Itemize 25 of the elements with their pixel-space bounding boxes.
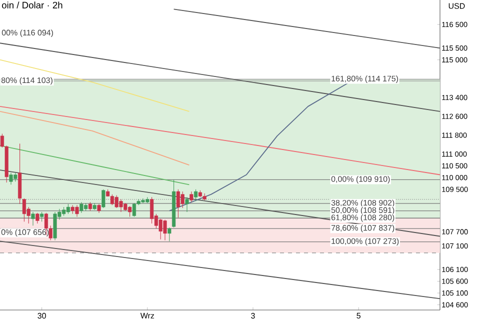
- candlestick: [194, 189, 198, 202]
- annotation: 80% (114 103): [1, 77, 52, 85]
- annotation: 161,80% (114 175): [332, 76, 398, 83]
- x-tick-label: 5: [356, 312, 360, 319]
- annotation: 50,00% (108 591): [331, 207, 394, 215]
- candlestick: [168, 227, 172, 242]
- annotation: 100,00% (107 273): [332, 238, 399, 246]
- candlestick: [190, 191, 194, 202]
- candlestick: [36, 212, 40, 224]
- y-axis-title: USD: [448, 3, 465, 9]
- candlestick: [102, 189, 106, 208]
- x-tick-label: 3: [251, 312, 255, 319]
- annotation: 00% (116 094): [2, 30, 53, 38]
- candlestick: [150, 196, 154, 224]
- annotation: 38,20% (108 902): [331, 200, 394, 208]
- candlestick: [66, 204, 70, 214]
- candlestick: [31, 212, 35, 226]
- annotation: 61,80% (108 280): [331, 214, 394, 222]
- x-tick-label: Wrz: [140, 312, 154, 318]
- x-tick-label: 30: [38, 312, 46, 319]
- annotation: 78,60% (107 837): [331, 224, 394, 232]
- annotation: 0,00% (109 910): [331, 176, 390, 184]
- candlestick: [185, 196, 189, 212]
- candlestick: [40, 212, 44, 222]
- chart-title: oin / Dolar · 2h: [2, 2, 62, 8]
